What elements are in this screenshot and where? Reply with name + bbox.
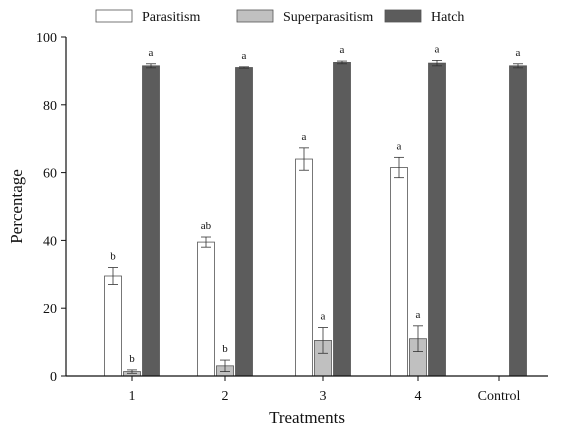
significance-label: b xyxy=(129,353,135,365)
legend-label-superparasitism: Superparasitism xyxy=(283,10,373,25)
bar-hatch xyxy=(142,65,160,377)
y-tick-label: 40 xyxy=(43,234,57,249)
significance-label: a xyxy=(340,44,345,56)
significance-label: a xyxy=(516,47,521,59)
y-tick-label: 60 xyxy=(43,167,57,182)
legend-swatch-superparasitism xyxy=(236,9,274,23)
x-tick-label: 2 xyxy=(222,389,229,404)
bar-parasitism xyxy=(197,241,215,377)
bar-hatch xyxy=(235,67,253,377)
bar-parasitism xyxy=(104,275,122,377)
y-tick-label: 80 xyxy=(43,99,57,114)
significance-label: b xyxy=(110,251,116,263)
legend-label-hatch: Hatch xyxy=(431,10,464,25)
y-tick-label: 20 xyxy=(43,302,57,317)
y-axis-title: Percentage xyxy=(7,169,26,244)
x-axis-title: Treatments xyxy=(269,408,345,427)
axes: 0 20 40 60 80 100 1 2 3 4 Control xyxy=(36,31,548,404)
significance-label: ab xyxy=(201,220,212,232)
y-tick-label: 0 xyxy=(50,370,57,385)
y-tick-label: 100 xyxy=(36,31,57,46)
significance-label: a xyxy=(149,47,154,59)
legend-swatch-parasitism xyxy=(95,9,133,23)
legend: Parasitism Superparasitism Hatch xyxy=(95,9,464,25)
x-tick-label: 4 xyxy=(415,389,422,404)
legend-label-parasitism: Parasitism xyxy=(142,10,200,25)
bar-hatch xyxy=(333,62,351,377)
significance-label: a xyxy=(397,140,402,152)
significance-label: a xyxy=(416,309,421,321)
significance-label: a xyxy=(321,311,326,323)
significance-label: a xyxy=(435,43,440,55)
legend-swatch-hatch xyxy=(384,9,422,23)
significance-label: b xyxy=(222,343,228,355)
x-tick-label: 3 xyxy=(320,389,327,404)
bar-parasitism xyxy=(295,158,313,377)
bar-hatch xyxy=(509,65,527,377)
x-tick-label: 1 xyxy=(129,389,136,404)
x-tick-label: Control xyxy=(478,389,521,404)
significance-label: a xyxy=(302,131,307,143)
bar-hatch xyxy=(428,62,446,377)
significance-label: a xyxy=(242,50,247,62)
bar-parasitism xyxy=(390,167,408,377)
